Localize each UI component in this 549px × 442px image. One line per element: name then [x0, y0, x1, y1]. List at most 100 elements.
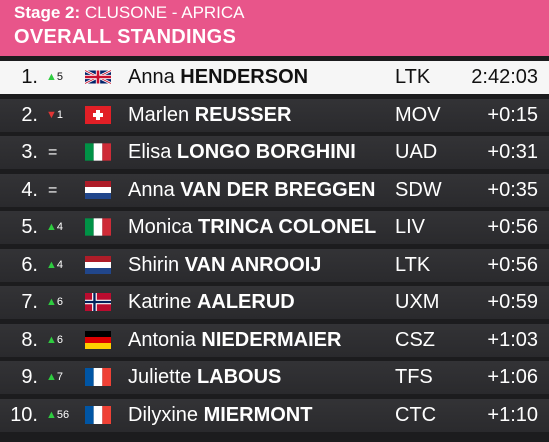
rider-first-name: Anna	[128, 178, 175, 201]
team-code: LTK	[395, 66, 431, 88]
time-gap: +0:56	[487, 216, 538, 238]
up-arrow-icon: ▲	[46, 333, 57, 346]
rank: 4.	[21, 178, 38, 201]
time-gap: +0:31	[487, 141, 538, 163]
time-gap: +0:35	[487, 178, 538, 201]
standings-list: 1. ▲5 Anna HENDERSON LTK 2:42:03 2. ▼1 M…	[0, 61, 549, 436]
rider-last-name: TRINCA COLONEL	[198, 216, 377, 238]
rider-first-name: Shirin	[128, 253, 180, 276]
change-value: =	[48, 181, 58, 199]
rider-last-name: MIERMONT	[203, 403, 313, 426]
rider-name: Katrine AALERUD	[128, 286, 295, 319]
up-arrow-icon: ▲	[46, 71, 57, 83]
rider-name: Antonia NIEDERMAIER	[128, 324, 341, 357]
rider-first-name: Marlen	[128, 103, 190, 126]
position-change: ▼1	[46, 99, 63, 132]
standings-row: 1. ▲5 Anna HENDERSON LTK 2:42:03	[0, 61, 549, 94]
standings-row: 9. ▲7 Juliette LABOUS TFS +1:06	[0, 361, 549, 394]
rider-last-name: HENDERSON	[180, 66, 309, 88]
team-code: MOV	[395, 103, 441, 126]
change-value: 6	[56, 333, 64, 346]
rider-last-name: LABOUS	[196, 366, 282, 388]
rider-name: Anna HENDERSON	[128, 61, 308, 94]
standings-row: 2. ▼1 Marlen REUSSER MOV +0:15	[0, 98, 549, 132]
rider-name: Juliette LABOUS	[128, 361, 281, 394]
position-change: ▲6	[46, 324, 63, 357]
fr-flag-icon	[85, 368, 111, 386]
rider-last-name: AALERUD	[196, 291, 295, 313]
rank: 1.	[21, 66, 38, 88]
rider-last-name: VAN ANROOIJ	[184, 253, 322, 276]
down-arrow-icon: ▼	[46, 108, 57, 121]
rank: 9.	[21, 366, 38, 388]
rider-first-name: Juliette	[128, 366, 192, 388]
up-arrow-icon: ▲	[46, 258, 57, 271]
standings-header: Stage 2: CLUSONE - APRICA OVERALL STANDI…	[0, 0, 549, 56]
gb-flag-icon	[85, 68, 111, 86]
rider-name: Shirin VAN ANROOIJ	[128, 249, 321, 282]
up-arrow-icon: ▲	[46, 296, 57, 308]
rider-last-name: NIEDERMAIER	[201, 328, 342, 351]
rank: 5.	[21, 216, 38, 238]
team-code: SDW	[395, 178, 442, 201]
time-gap: +1:06	[487, 366, 538, 388]
team-code: CTC	[395, 403, 437, 426]
change-value: 4	[56, 221, 64, 233]
standings-row: 5. ▲4 Monica TRINCA COLONEL LIV +0:56	[0, 211, 549, 244]
stage-line: Stage 2: CLUSONE - APRICA	[14, 3, 245, 23]
team-code: TFS	[395, 366, 433, 388]
position-change: =	[48, 136, 57, 169]
rider-name: Anna VAN DER BREGGEN	[128, 174, 376, 207]
rider-name: Elisa LONGO BORGHINI	[128, 136, 356, 169]
ch-flag-icon	[85, 105, 111, 124]
rank: 6.	[21, 253, 38, 276]
rank: 2.	[21, 103, 38, 126]
time-gap: +1:10	[487, 403, 538, 426]
it-flag-icon	[85, 143, 111, 161]
nl-flag-icon	[85, 180, 111, 199]
time-gap: +0:56	[487, 253, 538, 276]
rider-first-name: Katrine	[128, 291, 192, 313]
up-arrow-icon: ▲	[46, 371, 57, 383]
position-change: ▲7	[46, 361, 63, 394]
page-title: OVERALL STANDINGS	[14, 26, 237, 48]
change-value: 1	[56, 108, 64, 121]
change-value: 56	[56, 408, 70, 421]
stage-label: Stage 2:	[14, 3, 81, 22]
rider-name: Monica TRINCA COLONEL	[128, 211, 376, 244]
rider-last-name: REUSSER	[194, 103, 292, 126]
rider-last-name: VAN DER BREGGEN	[180, 178, 376, 201]
time-gap: +0:15	[487, 103, 538, 126]
fr-flag-icon	[85, 405, 111, 424]
rider-name: Dilyxine MIERMONT	[128, 399, 312, 432]
position-change: ▲5	[46, 61, 63, 94]
team-code: LIV	[395, 216, 426, 238]
standings-row: 6. ▲4 Shirin VAN ANROOIJ LTK +0:56	[0, 248, 549, 282]
de-flag-icon	[85, 330, 111, 349]
standings-row: 8. ▲6 Antonia NIEDERMAIER CSZ +1:03	[0, 323, 549, 357]
rank: 7.	[21, 291, 38, 313]
rank: 8.	[21, 328, 38, 351]
time-gap: +1:03	[487, 328, 538, 351]
rider-last-name: LONGO BORGHINI	[176, 141, 356, 163]
time-gap: +0:59	[487, 291, 538, 313]
up-arrow-icon: ▲	[46, 221, 57, 233]
standings-row: 7. ▲6 Katrine AALERUD UXM +0:59	[0, 286, 549, 319]
position-change: =	[48, 174, 57, 207]
up-arrow-icon: ▲	[46, 408, 57, 421]
rank: 3.	[21, 141, 38, 163]
team-code: UXM	[395, 291, 440, 313]
change-value: 4	[56, 258, 64, 271]
position-change: ▲56	[46, 399, 69, 432]
it-flag-icon	[85, 218, 111, 236]
standings-row: 3. = Elisa LONGO BORGHINI UAD +0:31	[0, 136, 549, 169]
position-change: ▲4	[46, 211, 63, 244]
standings-row: 10. ▲56 Dilyxine MIERMONT CTC +1:10	[0, 398, 549, 432]
rider-name: Marlen REUSSER	[128, 99, 291, 132]
standings-row: 4. = Anna VAN DER BREGGEN SDW +0:35	[0, 173, 549, 207]
time-gap: 2:42:03	[471, 66, 538, 88]
rider-first-name: Antonia	[128, 328, 196, 351]
rider-first-name: Dilyxine	[128, 403, 199, 426]
nl-flag-icon	[85, 255, 111, 274]
change-value: 5	[56, 71, 64, 83]
